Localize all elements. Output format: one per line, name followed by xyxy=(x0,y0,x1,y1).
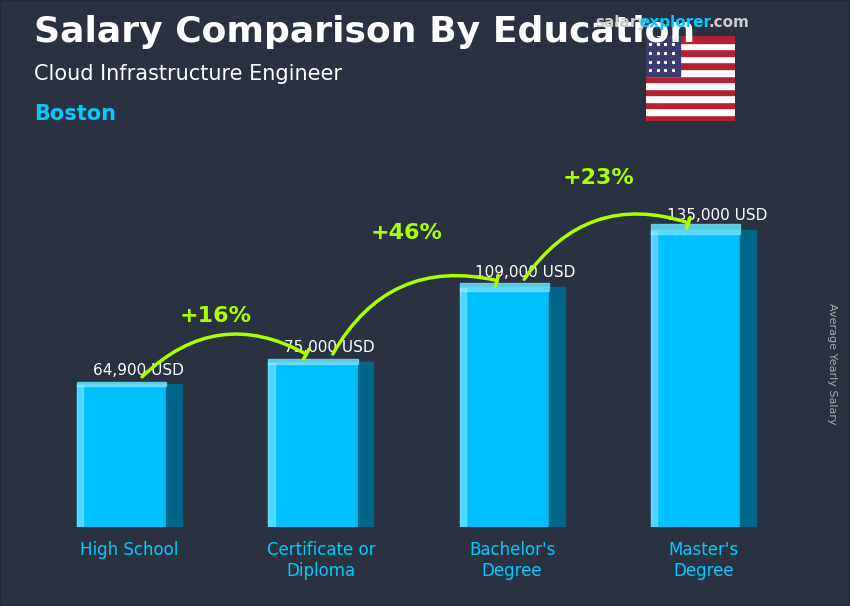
Bar xyxy=(269,362,358,527)
Bar xyxy=(646,76,735,82)
Bar xyxy=(460,287,549,527)
Bar xyxy=(646,36,680,76)
Bar xyxy=(646,56,735,62)
Bar xyxy=(646,115,735,121)
Bar xyxy=(77,384,83,527)
Bar xyxy=(77,384,167,527)
Bar xyxy=(460,283,549,287)
Bar xyxy=(646,95,735,102)
Bar xyxy=(269,362,275,527)
Bar xyxy=(646,50,735,56)
Bar xyxy=(651,230,657,527)
Bar xyxy=(646,82,735,88)
Text: .com: .com xyxy=(709,15,750,30)
Text: +23%: +23% xyxy=(563,168,634,188)
Text: salary: salary xyxy=(595,15,648,30)
Bar xyxy=(549,287,564,527)
Text: Average Yearly Salary: Average Yearly Salary xyxy=(827,303,837,424)
Bar xyxy=(460,287,549,291)
Text: +16%: +16% xyxy=(179,306,252,326)
Bar xyxy=(358,362,373,527)
Bar xyxy=(646,88,735,95)
Bar xyxy=(646,43,735,50)
Bar xyxy=(651,230,740,527)
Bar xyxy=(646,102,735,108)
Bar xyxy=(646,62,735,69)
Bar xyxy=(646,36,735,43)
Bar xyxy=(460,287,466,527)
Bar xyxy=(651,230,740,234)
Text: explorer: explorer xyxy=(639,15,711,30)
Text: Boston: Boston xyxy=(34,104,116,124)
Bar xyxy=(77,384,167,387)
Bar xyxy=(269,362,358,364)
Text: Salary Comparison By Education: Salary Comparison By Education xyxy=(34,15,695,49)
Text: 64,900 USD: 64,900 USD xyxy=(93,362,184,378)
Bar xyxy=(646,108,735,115)
Text: 75,000 USD: 75,000 USD xyxy=(284,341,375,355)
Text: 109,000 USD: 109,000 USD xyxy=(475,265,575,281)
Bar xyxy=(167,384,182,527)
Bar xyxy=(269,359,358,362)
Text: +46%: +46% xyxy=(371,223,443,243)
Text: Cloud Infrastructure Engineer: Cloud Infrastructure Engineer xyxy=(34,64,342,84)
Bar xyxy=(646,69,735,76)
Bar xyxy=(740,230,756,527)
Bar xyxy=(77,382,167,384)
Text: 135,000 USD: 135,000 USD xyxy=(666,208,767,223)
Bar xyxy=(651,224,740,230)
